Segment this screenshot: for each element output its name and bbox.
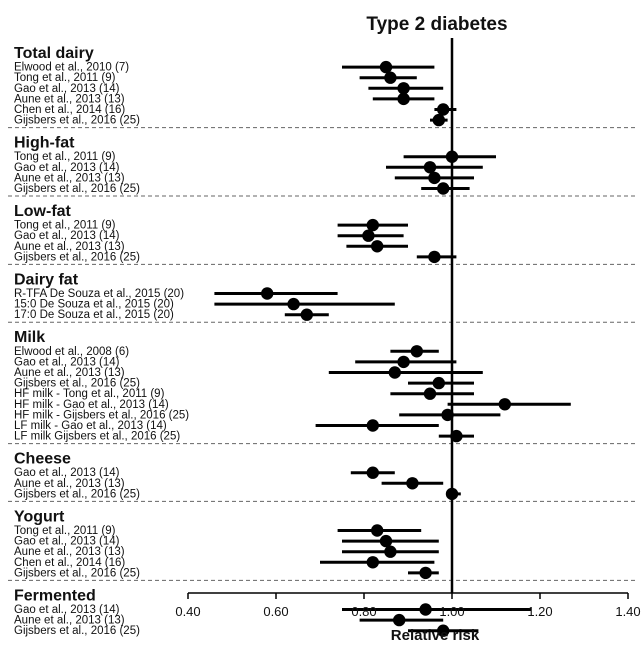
group-label: Low-fat — [14, 203, 72, 220]
point-estimate — [379, 534, 393, 548]
study-label: 15:0 De Souza et al., 2015 (20) — [14, 299, 174, 311]
point-estimate — [287, 297, 300, 311]
study-label: Aune et al., 2013 (13) — [14, 478, 125, 490]
study-label: Aune et al., 2013 (13) — [14, 615, 125, 627]
point-estimate — [366, 556, 379, 569]
study-label: Gao et al., 2013 (14) — [14, 162, 120, 174]
study-label: Gijsbers et al., 2016 (25) — [14, 378, 140, 390]
point-estimate — [366, 419, 379, 432]
study-label: Gijsbers et al., 2016 (25) — [14, 251, 140, 263]
study-label: Gijsbers et al., 2016 (25) — [14, 567, 140, 579]
study-label: Tong et al., 2011 (9) — [14, 151, 116, 163]
point-estimate — [379, 60, 393, 74]
point-estimate — [384, 71, 397, 84]
point-estimate — [371, 240, 384, 253]
point-estimate — [371, 524, 384, 537]
study-label: Aune et al., 2013 (13) — [14, 93, 125, 105]
study-label: Gao et al., 2013 (14) — [14, 356, 120, 368]
study-label: Aune et al., 2013 (13) — [14, 172, 125, 184]
point-estimate — [397, 355, 410, 369]
point-estimate — [432, 113, 445, 127]
point-estimate — [423, 387, 437, 400]
study-label: Aune et al., 2013 (13) — [14, 241, 125, 253]
point-estimate — [388, 366, 401, 379]
study-label: Chen et al., 2014 (16) — [14, 104, 125, 116]
group-label: Dairy fat — [14, 271, 79, 288]
point-estimate — [437, 182, 450, 195]
point-estimate — [441, 408, 454, 422]
point-estimate — [366, 466, 379, 479]
point-estimate — [362, 229, 375, 242]
x-tick-label: 1.00 — [439, 604, 464, 619]
point-estimate — [428, 250, 441, 264]
point-estimate — [397, 92, 410, 106]
study-label: Gao et al., 2013 (14) — [14, 467, 120, 479]
point-estimate — [437, 103, 450, 116]
point-estimate — [450, 429, 463, 443]
point-estimate — [406, 477, 419, 490]
study-label: Gijsbers et al., 2016 (25) — [14, 488, 140, 500]
point-estimate — [393, 613, 406, 627]
study-label: LF milk - Gao et al., 2013 (14) — [14, 420, 167, 432]
x-axis-label: Relative risk — [391, 627, 480, 644]
study-label: HF milk - Gao et al., 2013 (14) — [14, 399, 169, 411]
study-label: Elwood et al., 2008 (6) — [14, 346, 129, 358]
study-label: Gao et al., 2013 (14) — [14, 536, 120, 548]
chart-title: Type 2 diabetes — [366, 14, 507, 35]
study-label: Gijsbers et al., 2016 (25) — [14, 625, 140, 637]
group-label: High-fat — [14, 135, 75, 152]
point-estimate — [366, 218, 379, 232]
x-tick-label: 1.40 — [615, 604, 640, 619]
study-label: LF milk Gijsbers et al., 2016 (25) — [14, 431, 180, 443]
x-tick-label: 0.40 — [175, 604, 200, 619]
study-label: Aune et al., 2013 (13) — [14, 546, 125, 558]
point-estimate — [432, 376, 445, 390]
group-label: Fermented — [14, 587, 96, 604]
group-label: Milk — [14, 329, 45, 346]
study-label: Tong et al., 2011 (9) — [14, 220, 116, 232]
point-estimate — [410, 345, 423, 358]
point-estimate — [397, 82, 410, 95]
study-label: Tong et al., 2011 (9) — [14, 525, 116, 537]
point-estimate — [423, 161, 437, 174]
study-label: HF milk - Tong et al., 2011 (9) — [14, 388, 165, 400]
study-label: Elwood et al., 2010 (7) — [14, 62, 129, 74]
study-label: Chen et al., 2014 (16) — [14, 557, 125, 569]
point-estimate — [419, 566, 432, 580]
point-estimate — [498, 398, 511, 411]
group-label: Yogurt — [14, 508, 65, 525]
study-label: Gao et al., 2013 (14) — [14, 83, 120, 95]
study-label: Gao et al., 2013 (14) — [14, 230, 120, 242]
study-label: Aune et al., 2013 (13) — [14, 367, 125, 379]
group-label: Cheese — [14, 451, 71, 468]
x-tick-label: 0.60 — [263, 604, 288, 619]
study-label: Gijsbers et al., 2016 (25) — [14, 183, 140, 195]
point-estimate — [419, 603, 432, 616]
study-label: Gao et al., 2013 (14) — [14, 604, 120, 616]
x-tick-label: 1.20 — [527, 604, 552, 619]
study-label: Tong et al., 2011 (9) — [14, 72, 116, 84]
point-estimate — [261, 287, 274, 300]
study-label: R-TFA De Souza et al., 2015 (20) — [14, 288, 184, 300]
study-label: 17:0 De Souza et al., 2015 (20) — [14, 309, 174, 321]
study-label: HF milk - Gijsbers et al., 2016 (25) — [14, 409, 189, 421]
study-label: Gijsbers et al., 2016 (25) — [14, 115, 140, 127]
group-label: Total dairy — [14, 45, 94, 62]
point-estimate — [437, 624, 450, 637]
point-estimate — [300, 308, 313, 321]
x-tick-label: 0.80 — [351, 604, 376, 619]
point-estimate — [428, 171, 441, 185]
point-estimate — [384, 545, 397, 558]
